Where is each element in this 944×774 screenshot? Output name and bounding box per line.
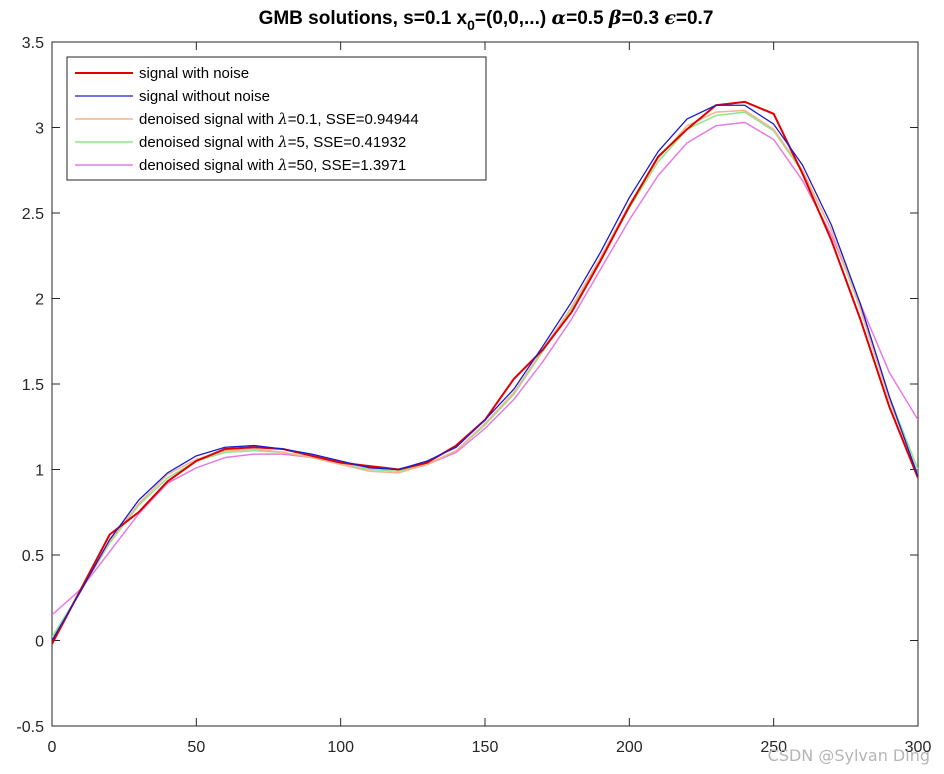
series-lines xyxy=(52,100,918,645)
y-tick-label: -0.5 xyxy=(16,719,44,736)
title-epsilon: ϵ xyxy=(664,7,676,29)
title-part-c: =0.5 xyxy=(566,8,609,29)
y-tick-label: 2.5 xyxy=(22,206,44,223)
y-axis: -0.5 0 0.5 1 1.5 2 2.5 3 3.5 xyxy=(16,35,918,736)
x-tick-label: 150 xyxy=(472,739,499,756)
legend-label-lambda-5: denoised signal with λ=5, SSE=0.41932 xyxy=(139,133,406,151)
title-subscript: 0 xyxy=(467,17,475,33)
y-tick-label: 1.5 xyxy=(22,377,44,394)
x-tick-label: 0 xyxy=(48,739,57,756)
legend-label-signal-without-noise: signal without noise xyxy=(139,88,270,105)
x-axis: 0 50 100 150 200 250 300 xyxy=(48,42,932,756)
y-tick-label: 1 xyxy=(35,463,44,480)
legend-label-lambda-0-1: denoised signal with λ=0.1, SSE=0.94944 xyxy=(139,110,419,128)
series-line-denoised-lambda-0-1 xyxy=(52,109,918,641)
legend-label-lambda-50: denoised signal with λ=50, SSE=1.3971 xyxy=(139,156,406,174)
x-tick-label: 250 xyxy=(760,739,787,756)
y-tick-label: 3 xyxy=(35,121,44,138)
legend: signal with noise signal without noise d… xyxy=(66,56,487,181)
title-part-b: =(0,0,...) xyxy=(475,8,552,29)
chart-title: GMB solutions, s=0.1 x0=(0,0,...) α=0.5 … xyxy=(259,7,714,33)
series-line-signal-without-noise xyxy=(52,104,918,641)
x-tick-label: 200 xyxy=(616,739,643,756)
y-tick-label: 2 xyxy=(35,292,44,309)
legend-label-signal-with-noise: signal with noise xyxy=(139,65,249,82)
legend-box xyxy=(66,56,487,181)
title-part-a: GMB solutions, s=0.1 x xyxy=(259,8,468,29)
x-tick-label: 50 xyxy=(187,739,205,756)
x-tick-label: 300 xyxy=(905,739,932,756)
watermark: CSDN @Sylvan Ding xyxy=(768,746,930,765)
y-tick-label: 0 xyxy=(35,634,44,651)
title-alpha: α xyxy=(551,7,566,29)
series-line-denoised-lambda-50 xyxy=(52,121,918,616)
y-tick-label: 3.5 xyxy=(22,35,44,52)
x-tick-label: 100 xyxy=(327,739,354,756)
title-part-d: =0.3 xyxy=(622,8,665,29)
title-beta: β xyxy=(608,7,622,29)
y-tick-label: 0.5 xyxy=(22,548,44,565)
title-part-e: =0.7 xyxy=(676,8,714,29)
